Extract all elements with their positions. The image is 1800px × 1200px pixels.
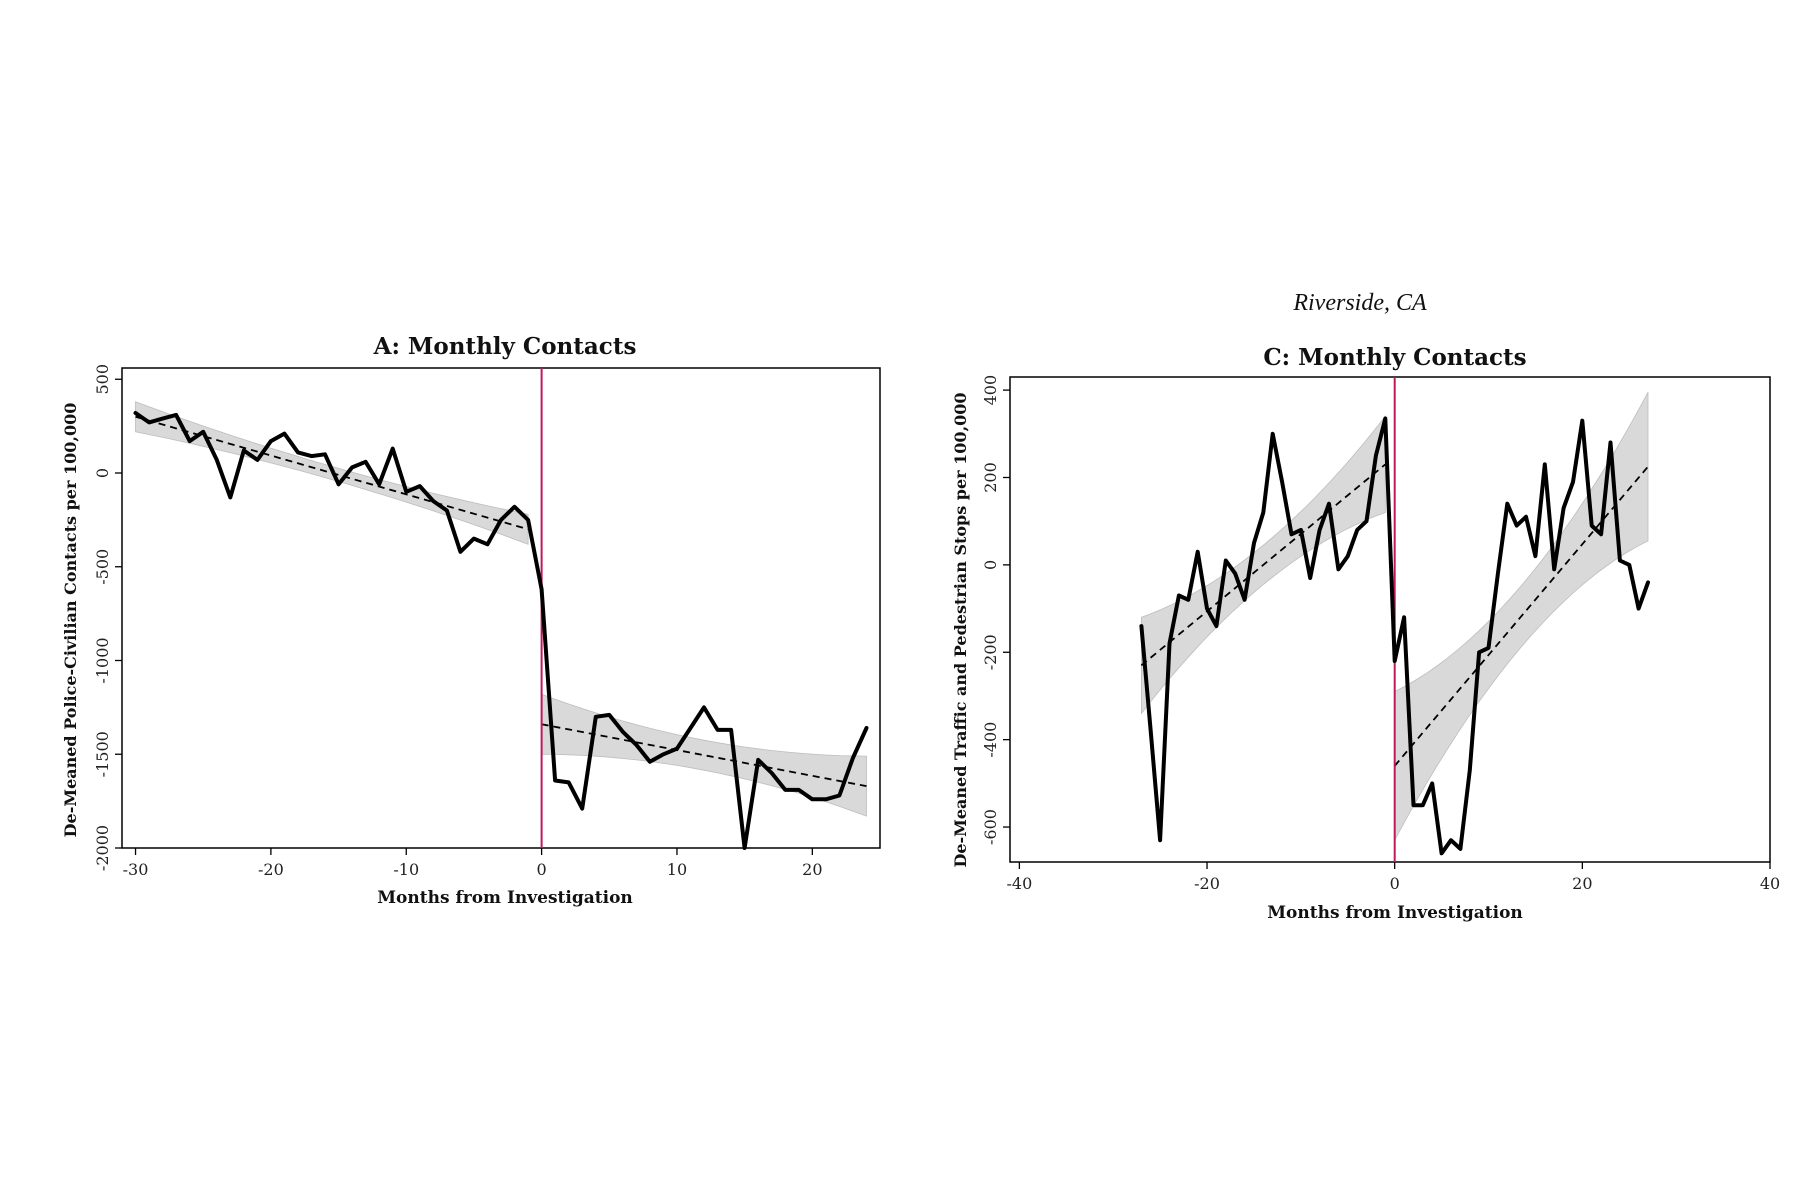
chart-a-y-tick-label: 0 [93, 468, 112, 478]
chart-c-y-tick-label: -400 [981, 722, 1000, 758]
chart-c-y-tick-label: 0 [981, 560, 1000, 570]
chart-a-confidence-band-2 [541, 693, 867, 817]
chart-a-title: A: Monthly Contacts [373, 333, 637, 360]
chart-panel-a: A: Monthly Contacts -30 -20 -10 0 10 20-2000-… [61, 333, 881, 908]
chart-a-x-axis-label: Months from Investigation [377, 888, 633, 908]
chart-a-y-tick-label: 500 [93, 364, 112, 395]
chart-c-y-tick-label: 400 [981, 375, 1000, 406]
chart-a-x-tick-label: -30 [123, 860, 149, 879]
chart-a-y-tick-label: -1500 [93, 731, 112, 777]
chart-c-y-tick-label: -600 [981, 809, 1000, 845]
chart-c-plot-frame [1009, 376, 1771, 863]
chart-c-title: C: Monthly Contacts [1263, 344, 1526, 371]
chart-c-y-tick-label: 200 [981, 462, 1000, 493]
chart-c-x-tick-label: 20 [1572, 874, 1592, 893]
chart-a-y-tick-label: -500 [93, 549, 112, 585]
chart-c-fit-line-1 [1140, 463, 1386, 667]
chart-a-x-tick-label: 10 [667, 860, 687, 879]
chart-c-y-tick-label: -200 [981, 634, 1000, 670]
chart-c-x-axis-label: Months from Investigation [1267, 903, 1523, 923]
chart-c-y-axis-label: De-Meaned Traffic and Pedestrian Stops p… [951, 392, 970, 867]
chart-c-x-tick-label: -20 [1194, 874, 1220, 893]
chart-a-x-tick-label: 0 [537, 860, 547, 879]
chart-a-y-tick-label: -2000 [93, 825, 112, 871]
chart-c-fit-line-2 [1394, 465, 1649, 767]
chart-c-series-line [1139, 416, 1650, 856]
chart-a-x-tick-label: -20 [258, 860, 284, 879]
chart-c-x-tick-label: -40 [1006, 874, 1032, 893]
chart-a-plot-area: -30 -20 -10 0 10 20 -2000 -1500 -1000 -500 0 500 [93, 364, 881, 879]
chart-panel-c: Riverside, CA C: Monthly Contacts -40 -20… [951, 290, 1780, 923]
chart-c-supertitle: Riverside, CA [1292, 290, 1427, 316]
chart-c-x-tick-label: 40 [1760, 874, 1780, 893]
chart-c-x-tick-label: 0 [1390, 874, 1400, 893]
chart-a-series-line [133, 411, 869, 850]
chart-a-x-tick-label: -10 [393, 860, 419, 879]
chart-a-x-tick-label: 20 [802, 860, 822, 879]
chart-a-y-tick-label: -1000 [93, 637, 112, 683]
chart-a-y-axis-label: De-Meaned Police-Civilian Contacts per 1… [61, 403, 80, 838]
